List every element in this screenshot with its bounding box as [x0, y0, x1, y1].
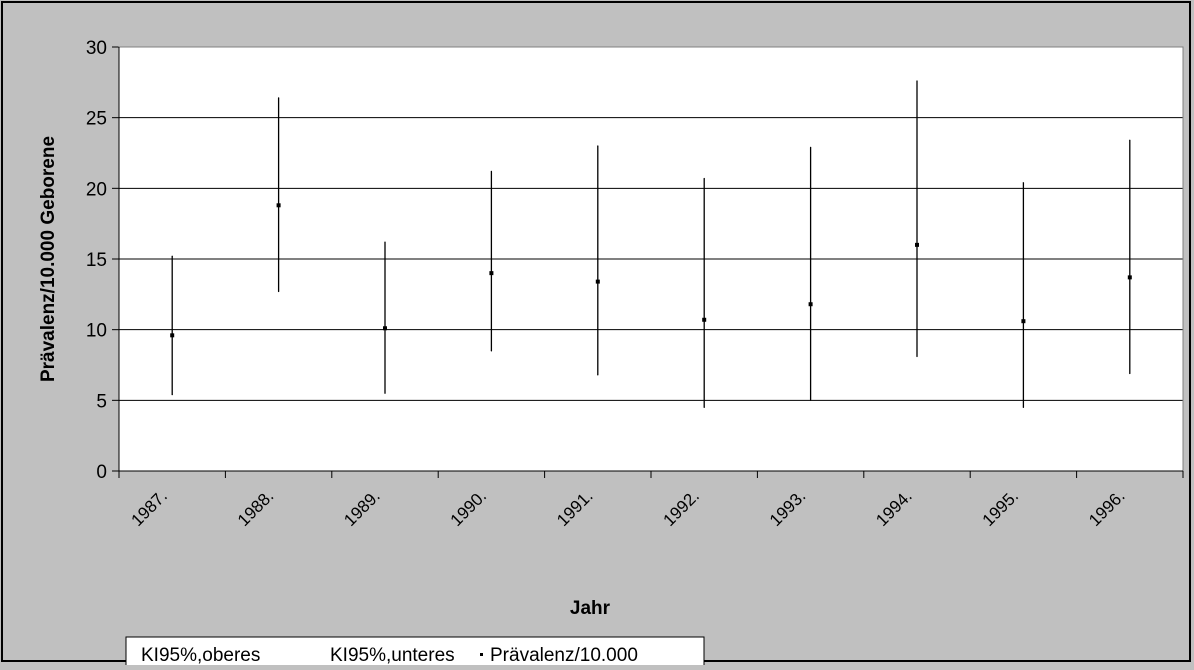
- ci-upper-point: [171, 255, 173, 257]
- prevalence-point: [808, 302, 813, 307]
- prevalence-point: [383, 326, 387, 331]
- prevalence-point: [1127, 275, 1132, 280]
- ci-upper-point: [490, 170, 492, 172]
- ci-lower-point: [278, 290, 280, 293]
- prevalence-point: [1021, 319, 1026, 324]
- ci-upper-point: [597, 145, 599, 147]
- legend: KI95%,oberes KI95%,unteres Prävalenz/10.…: [125, 636, 705, 670]
- ci-upper-point: [916, 80, 918, 82]
- prevalence-point: [702, 317, 707, 322]
- ci-lower-point: [916, 355, 918, 358]
- prevalence-point: [595, 279, 600, 284]
- ci-lower-point: [1022, 406, 1024, 408]
- prevalence-point: [489, 271, 494, 276]
- y-tick-label: 0: [96, 462, 107, 483]
- legend-label-lower-ci: KI95%,unteres: [330, 645, 455, 665]
- axes: [112, 46, 1184, 478]
- data-marks: [170, 80, 1132, 408]
- ci-lower-point: [384, 392, 386, 394]
- y-tick-label: 15: [86, 250, 107, 271]
- ci-lower-point: [171, 394, 173, 396]
- y-tick-label: 5: [96, 391, 107, 412]
- ci-upper-point: [384, 241, 386, 243]
- legend-marker-prevalence: [480, 653, 483, 656]
- y-axis-title: Prävalenz/10.000 Geborene: [38, 136, 59, 382]
- x-axis-title: Jahr: [570, 598, 611, 619]
- prevalence-point: [915, 242, 919, 247]
- prevalence-point: [170, 333, 175, 338]
- prevalence-point: [276, 203, 281, 208]
- ci-upper-point: [810, 146, 812, 148]
- ci-lower-point: [1129, 372, 1131, 375]
- y-tick-label: 10: [86, 321, 107, 342]
- ci-lower-point: [703, 406, 705, 408]
- ci-lower-point: [597, 374, 599, 376]
- ci-upper-point: [278, 97, 280, 99]
- legend-label-prevalence: Prävalenz/10.000: [490, 645, 638, 665]
- ci-lower-point: [490, 350, 492, 352]
- y-tick-label: 20: [86, 179, 107, 200]
- y-tick-label: 30: [86, 38, 107, 59]
- y-tick-labels: 0 5 10 15 20 25 30: [86, 38, 107, 483]
- y-tick-label: 25: [86, 109, 107, 130]
- ci-upper-point: [1022, 182, 1024, 184]
- ci-upper-point: [1129, 139, 1131, 141]
- ci-lower-point: [810, 399, 812, 401]
- legend-label-upper-ci: KI95%,oberes: [141, 645, 260, 665]
- ci-upper-point: [703, 177, 705, 180]
